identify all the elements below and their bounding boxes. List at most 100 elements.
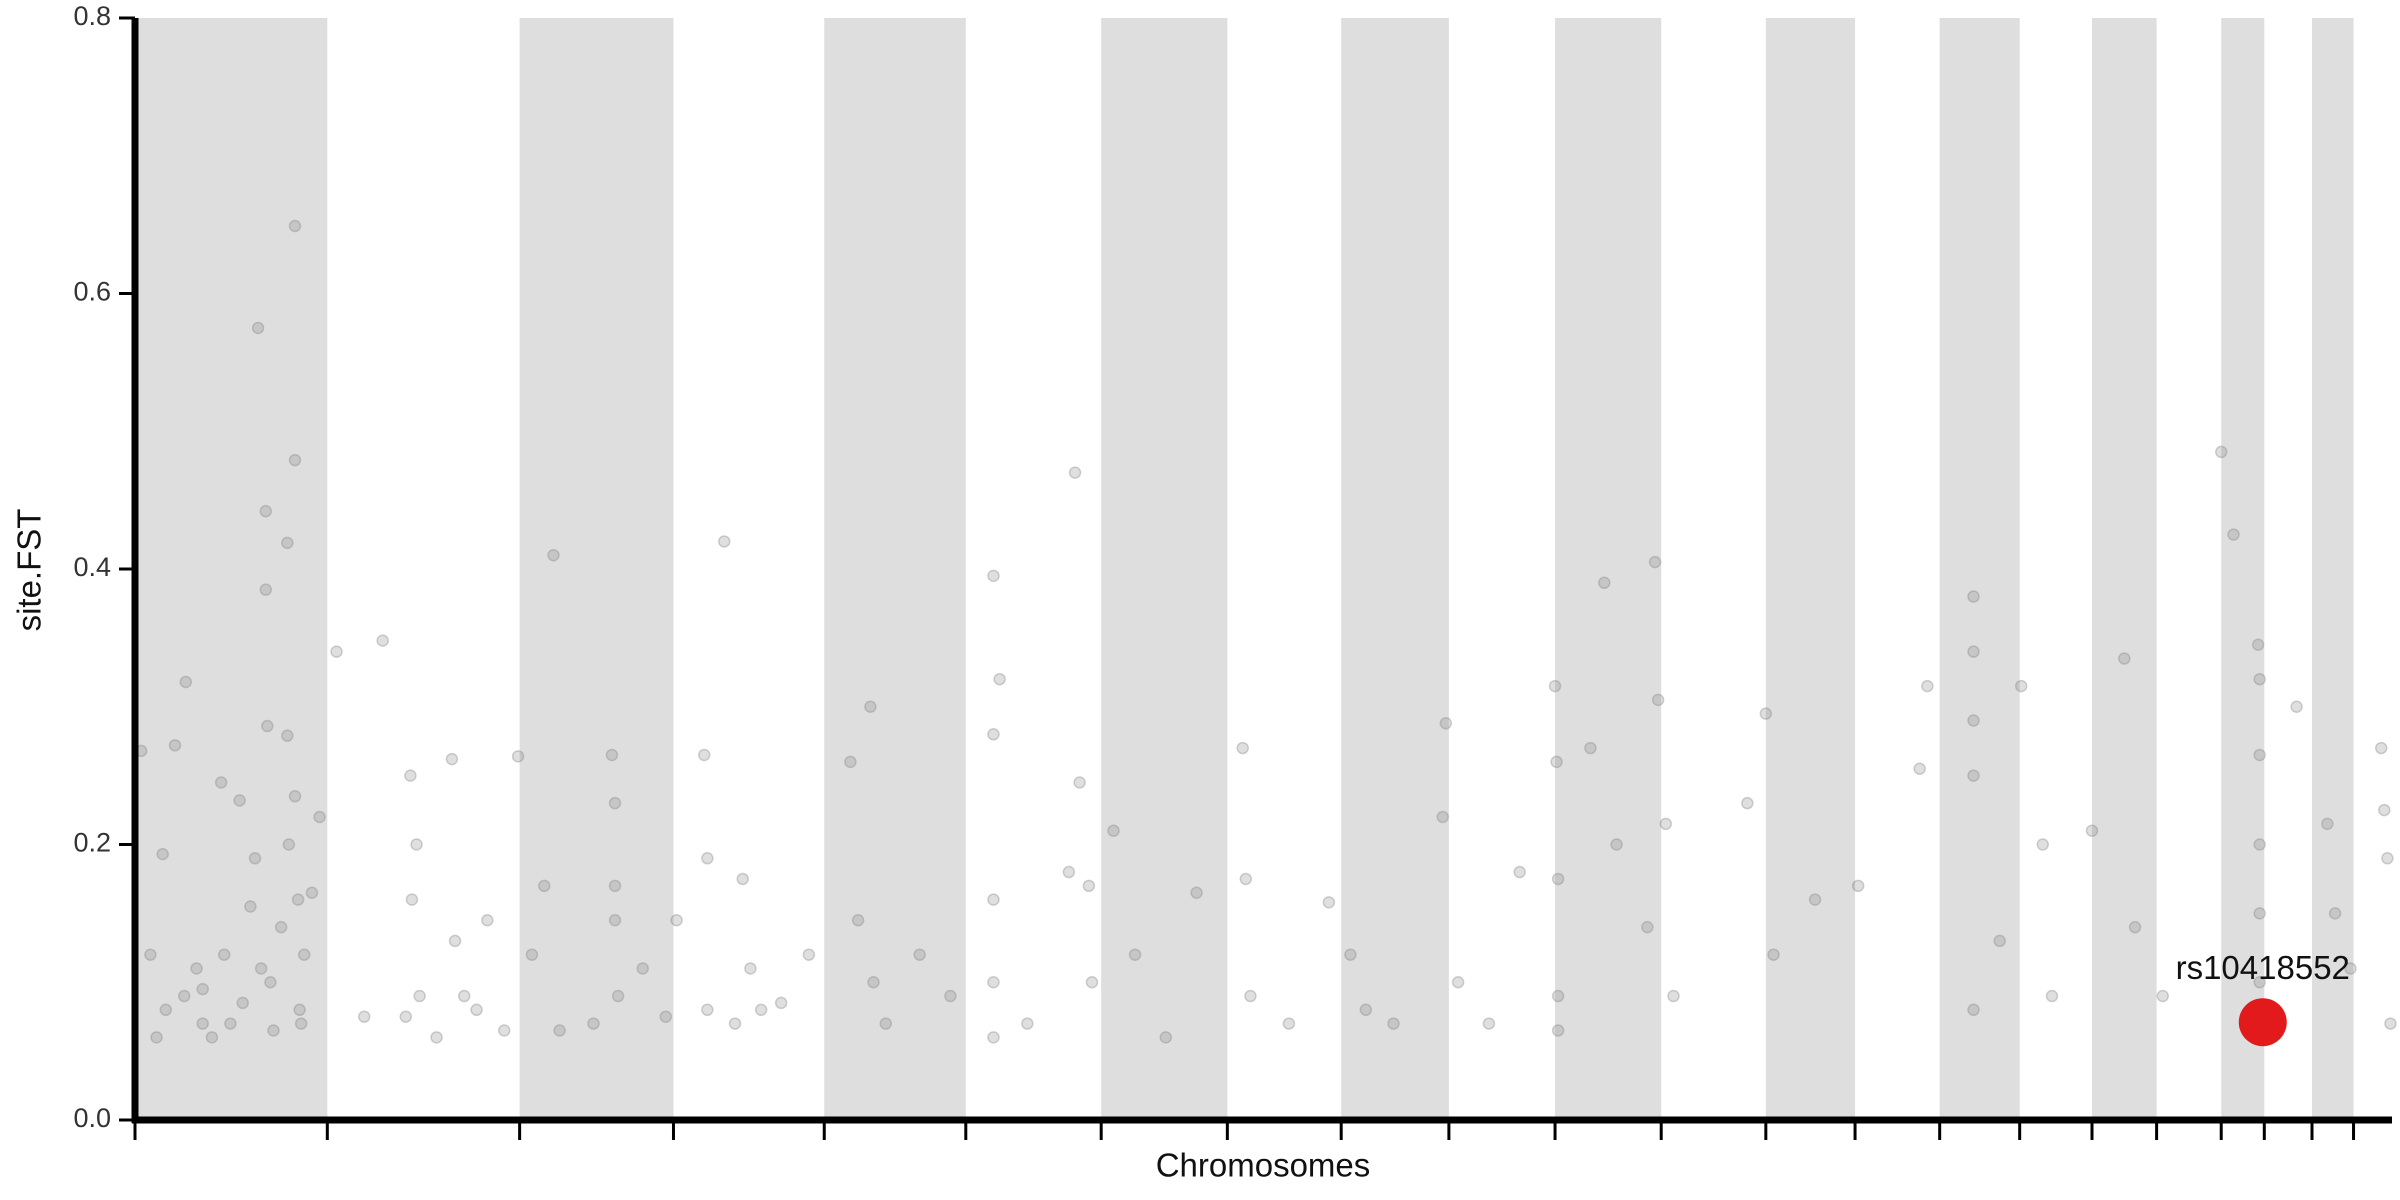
point — [196, 1017, 209, 1030]
point — [1648, 555, 1662, 569]
point — [457, 989, 471, 1003]
point — [2118, 652, 2131, 665]
point — [1584, 741, 1597, 755]
chromosome-band — [519, 18, 674, 1120]
point — [1913, 762, 1926, 775]
point — [1322, 896, 1336, 909]
point — [430, 1031, 443, 1044]
point — [281, 729, 294, 742]
point — [1062, 865, 1076, 879]
point — [294, 1017, 308, 1030]
point — [605, 748, 619, 762]
y-tick-label: 0.4 — [73, 552, 111, 582]
point — [537, 879, 551, 893]
point — [291, 893, 305, 906]
chromosome-bands — [135, 18, 2354, 1120]
y-axis-title: site.FST — [11, 509, 48, 632]
point — [404, 769, 417, 782]
point — [1993, 934, 2006, 948]
point — [2085, 824, 2099, 837]
point — [698, 748, 711, 762]
point — [701, 1003, 714, 1017]
point — [293, 1003, 306, 1017]
point — [2014, 679, 2028, 693]
chromosome-band — [1555, 18, 1662, 1120]
point — [844, 755, 857, 769]
point — [511, 750, 525, 763]
point — [413, 989, 426, 1003]
point — [1741, 796, 1754, 810]
point — [1967, 714, 1980, 727]
point — [1236, 741, 1249, 755]
point — [251, 321, 265, 335]
y-tick-label: 0.0 — [73, 1103, 111, 1133]
point — [2036, 838, 2050, 851]
point — [879, 1017, 893, 1030]
highlight-label: rs10418552 — [2176, 949, 2350, 986]
point — [179, 675, 193, 689]
point — [445, 752, 459, 766]
point — [1107, 824, 1120, 837]
point — [744, 962, 757, 975]
point — [267, 1024, 280, 1037]
point — [288, 453, 302, 467]
point — [376, 634, 389, 647]
point — [1808, 893, 1822, 906]
point — [1767, 948, 1780, 961]
point — [177, 989, 191, 1003]
point — [1967, 1003, 1980, 1017]
point — [259, 504, 273, 518]
point — [802, 948, 816, 961]
point — [736, 872, 749, 886]
point — [1159, 1031, 1173, 1044]
point — [259, 583, 273, 596]
point — [1128, 948, 1142, 961]
point — [1239, 872, 1253, 886]
point — [2214, 445, 2228, 459]
point — [913, 948, 926, 961]
point — [205, 1031, 219, 1044]
point — [851, 914, 865, 927]
point — [1667, 989, 1680, 1003]
point — [608, 914, 622, 927]
point — [156, 847, 169, 861]
point — [1967, 590, 1980, 603]
point — [217, 948, 231, 961]
chromosome-band — [1341, 18, 1449, 1120]
point — [297, 948, 311, 961]
point — [236, 996, 249, 1010]
point — [1659, 817, 1673, 831]
point — [1190, 886, 1203, 899]
point — [2253, 672, 2266, 686]
point — [1551, 1024, 1565, 1037]
point — [168, 739, 182, 752]
point — [405, 893, 419, 906]
point — [2384, 1017, 2397, 1030]
chromosome-band — [135, 18, 328, 1120]
point — [2378, 803, 2391, 817]
x-axis-title: Chromosomes — [1156, 1147, 1371, 1184]
point — [728, 1017, 742, 1030]
point — [1244, 989, 1257, 1003]
point — [357, 1010, 371, 1023]
point — [1598, 576, 1611, 590]
point — [1282, 1017, 1296, 1030]
point — [410, 838, 423, 851]
point — [718, 535, 731, 548]
point — [261, 719, 274, 733]
point — [399, 1010, 413, 1023]
point — [330, 645, 343, 658]
point — [659, 1010, 673, 1023]
point — [248, 852, 262, 865]
point — [281, 536, 294, 550]
point — [1550, 755, 1563, 769]
highlight-point — [2238, 998, 2287, 1047]
axes: 0.0 0.2 0.4 0.6 0.8 — [73, 1, 2392, 1140]
point — [1551, 872, 1565, 886]
point — [1967, 645, 1980, 658]
point — [288, 219, 302, 233]
point — [1513, 865, 1526, 879]
point — [470, 1003, 483, 1017]
point — [274, 920, 288, 934]
point — [867, 976, 880, 989]
